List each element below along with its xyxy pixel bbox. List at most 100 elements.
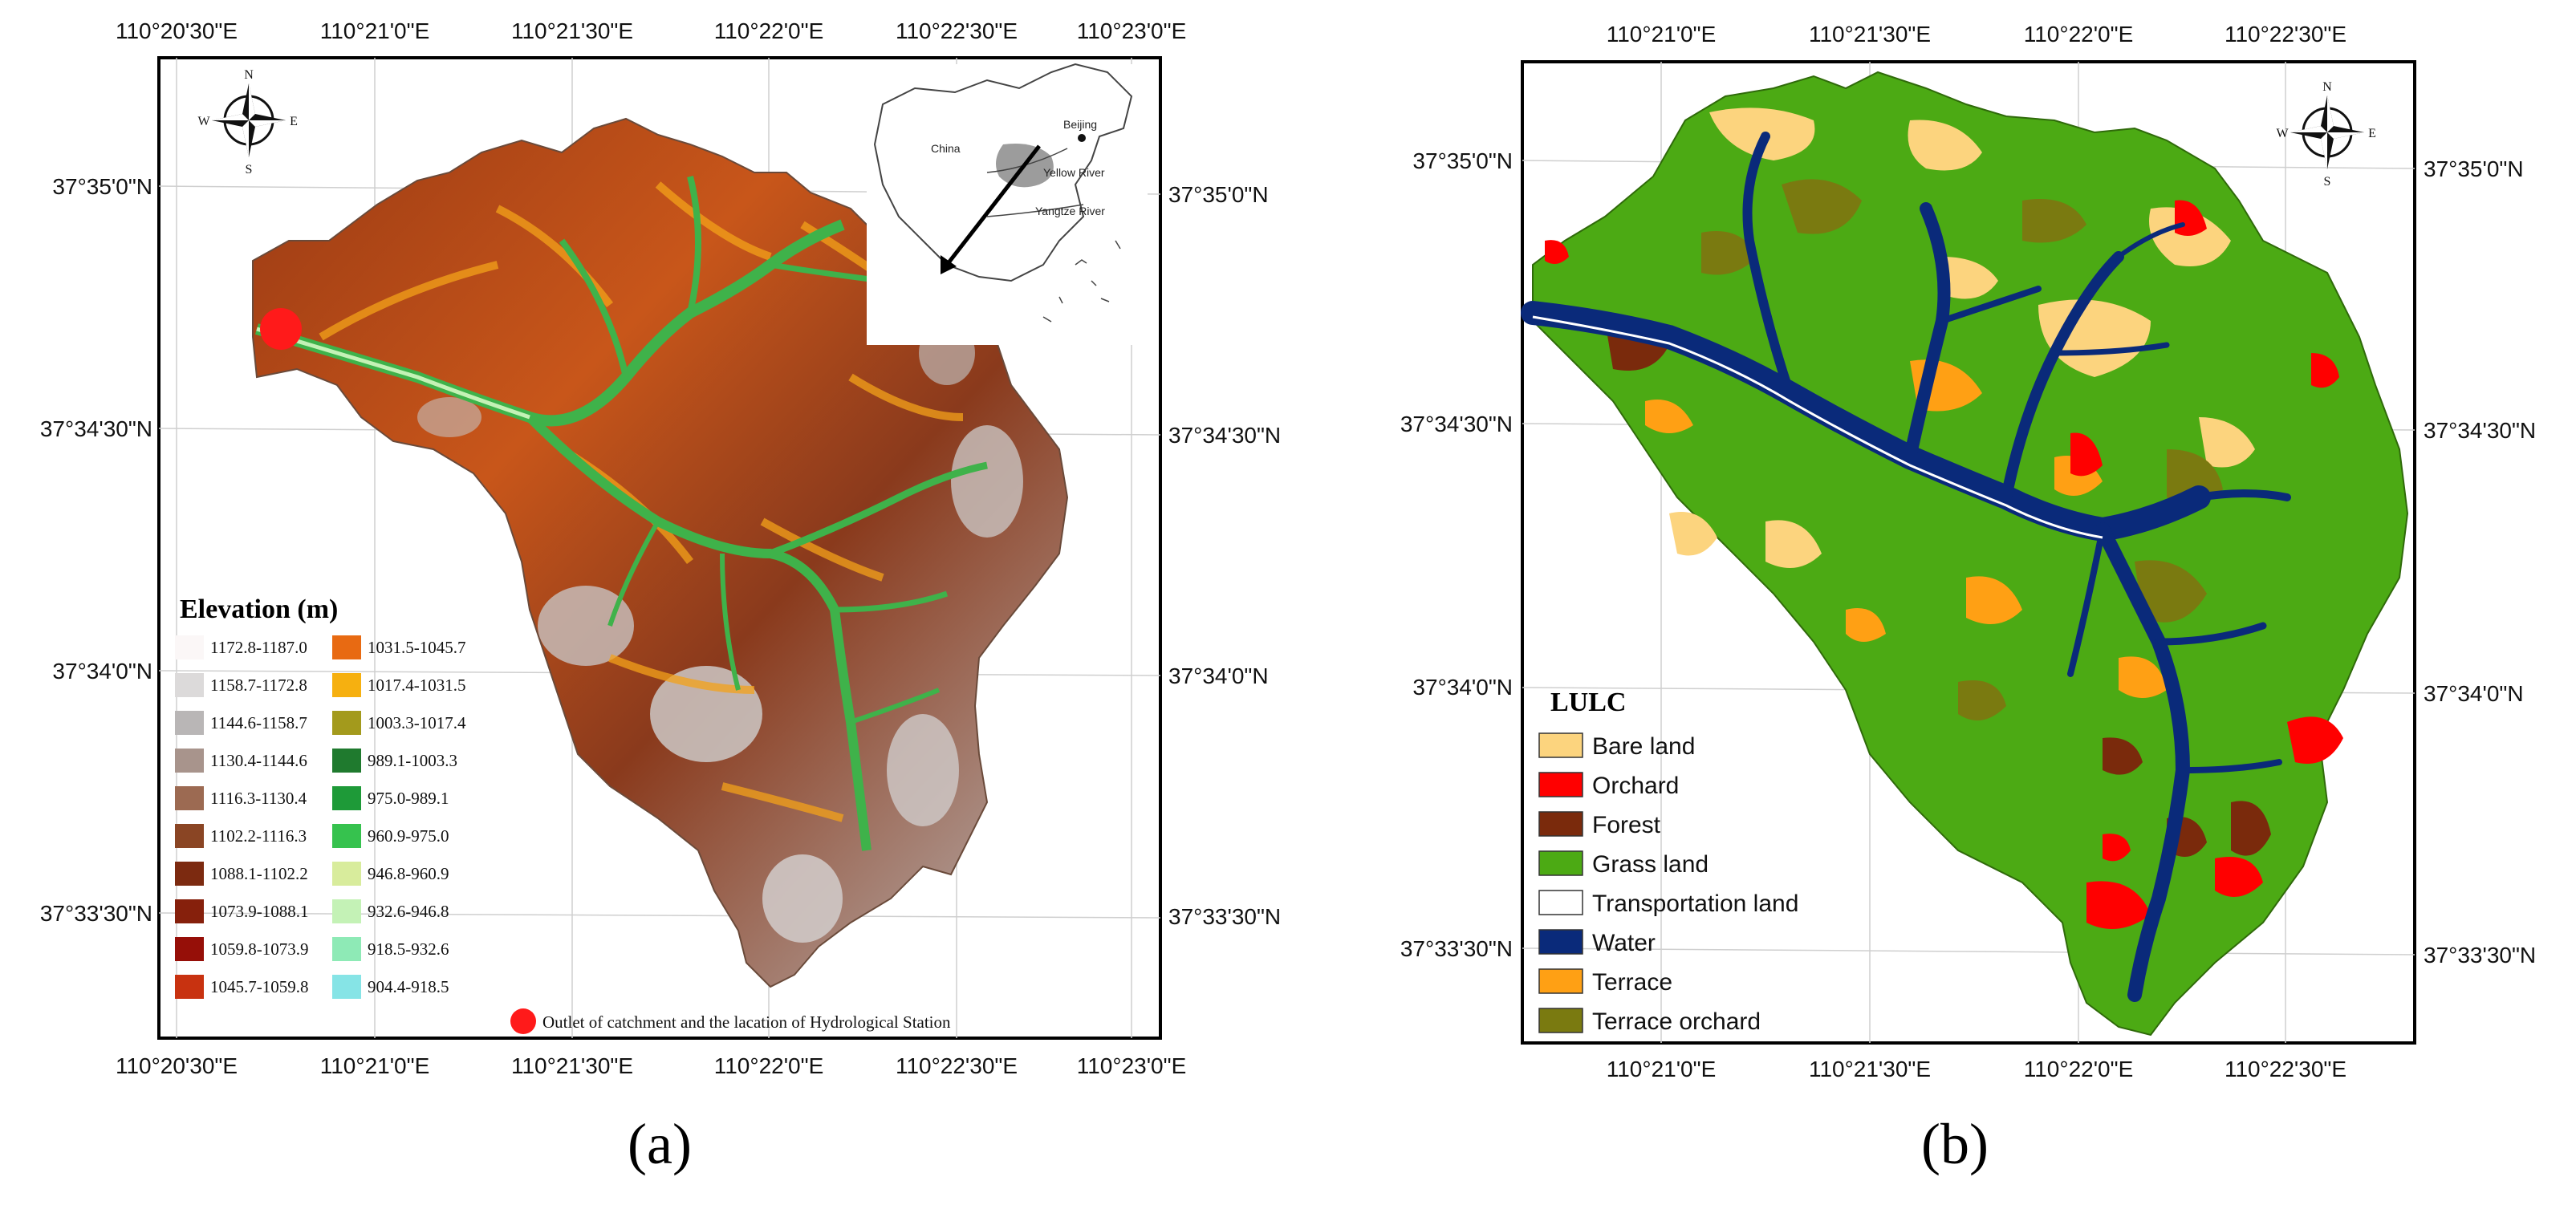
elevation-legend-label: 918.5-932.6 [368, 939, 449, 959]
lat-label: 37°34'30"N [2424, 418, 2536, 443]
lulc-legend-swatch [1538, 1008, 1583, 1033]
inset-yellow-river-label: Yellow River [1043, 166, 1105, 179]
lulc-legend-swatch [1538, 811, 1583, 837]
outlet-legend: Outlet of catchment and the lacation of … [510, 1008, 951, 1034]
lat-label: 37°34'0"N [1168, 663, 1269, 688]
elevation-legend-swatch [332, 899, 361, 923]
outlet-legend-marker [510, 1008, 536, 1034]
elevation-legend-swatch [332, 937, 361, 961]
elevation-legend-swatch [175, 711, 204, 735]
lon-label: 110°22'30"E [2225, 1057, 2346, 1081]
elevation-catchment [252, 117, 1069, 988]
elevation-legend-label: 1017.4-1031.5 [368, 676, 466, 695]
elevation-legend-label: 904.4-918.5 [368, 977, 449, 996]
elevation-legend-swatch [175, 899, 204, 923]
bottom-longitudes-a: 110°20'30"E 110°21'0"E 110°21'30"E 110°2… [116, 1053, 1186, 1078]
lulc-legend-label: Terrace [1592, 969, 1672, 996]
elevation-legend-swatch [332, 975, 361, 999]
elevation-legend-label: 1116.3-1130.4 [210, 789, 307, 808]
elevation-legend-swatch [332, 862, 361, 886]
lat-label: 37°34'0"N [52, 659, 152, 684]
panel-b-label: (b) [1921, 1112, 1989, 1176]
inset-china-label: China [931, 142, 961, 155]
lat-label: 37°35'0"N [52, 174, 152, 199]
elevation-legend-swatch [175, 635, 204, 659]
inset-yangtze-label: Yangtze River [1035, 205, 1105, 217]
lat-label: 37°34'30"N [1168, 423, 1281, 448]
elevation-legend-swatch [175, 749, 204, 773]
elevation-legend-label: 1144.6-1158.7 [210, 713, 307, 732]
panel-b: N S E W 110°21'0"E 110°21'30"E 110°22'0"… [1400, 22, 2536, 1176]
elevation-legend-label: 1102.2-1116.3 [210, 826, 307, 846]
elevation-legend-label: 989.1-1003.3 [368, 751, 457, 770]
lulc-legend-label: Water [1592, 930, 1656, 956]
compass-e-b: E [2368, 127, 2376, 140]
panel-a: N S E W China Beijing Yellow River Yangt… [40, 18, 1281, 1176]
lulc-legend-label: Forest [1592, 812, 1661, 838]
lat-label: 37°35'0"N [1412, 148, 1513, 173]
elevation-legend-label: 1045.7-1059.8 [210, 977, 309, 996]
outlet-legend-label: Outlet of catchment and the lacation of … [542, 1012, 951, 1032]
compass-n-a: N [244, 68, 254, 82]
lon-label: 110°22'30"E [896, 1053, 1018, 1078]
lon-label: 110°21'30"E [511, 18, 633, 43]
lon-label: 110°20'30"E [116, 1053, 238, 1078]
lat-label: 37°33'30"N [40, 901, 152, 926]
lat-label: 37°35'0"N [2424, 156, 2524, 181]
elevation-legend-swatch [175, 862, 204, 886]
compass-icon-b: N S E W [2276, 80, 2375, 189]
lat-label: 37°33'30"N [1400, 936, 1513, 961]
lon-label: 110°21'30"E [1809, 22, 1931, 47]
lon-label: 110°22'0"E [2024, 1057, 2134, 1081]
lat-label: 37°34'30"N [40, 416, 152, 441]
elevation-legend-label: 1158.7-1172.8 [210, 676, 307, 695]
inset-china-map: China Beijing Yellow River Yangtze River [867, 63, 1148, 345]
lon-label: 110°21'0"E [1607, 22, 1717, 47]
elevation-legend-label: 1059.8-1073.9 [210, 939, 309, 959]
lon-label: 110°21'30"E [511, 1053, 633, 1078]
lulc-legend-swatch [1538, 929, 1583, 955]
elevation-legend-label: 960.9-975.0 [368, 826, 449, 846]
inset-beijing-label: Beijing [1063, 118, 1097, 131]
right-latitudes-b: 37°35'0"N 37°34'30"N 37°34'0"N 37°33'30"… [2424, 156, 2536, 968]
compass-w-a: W [197, 115, 210, 128]
lat-label: 37°33'30"N [2424, 943, 2536, 968]
lon-label: 110°22'30"E [2225, 22, 2346, 47]
top-longitudes-a: 110°20'30"E 110°21'0"E 110°21'30"E 110°2… [116, 18, 1186, 43]
lulc-legend-label: Transportation land [1592, 891, 1798, 917]
lon-label: 110°23'0"E [1077, 18, 1187, 43]
right-latitudes-a: 37°35'0"N 37°34'30"N 37°34'0"N 37°33'30"… [1168, 182, 1281, 929]
elevation-legend-label: 975.0-989.1 [368, 789, 449, 808]
lulc-legend-label: Terrace orchard [1592, 1008, 1761, 1035]
lon-label: 110°21'0"E [1607, 1057, 1717, 1081]
lon-label: 110°20'30"E [116, 18, 238, 43]
elevation-legend-swatch [175, 786, 204, 810]
elevation-legend-swatch [175, 975, 204, 999]
lon-label: 110°23'0"E [1077, 1053, 1187, 1078]
elevation-legend-swatch [332, 786, 361, 810]
outlet-marker [260, 308, 302, 350]
lulc-legend-label: Orchard [1592, 773, 1679, 799]
compass-n-b: N [2322, 80, 2332, 94]
elevation-legend-swatch [332, 673, 361, 697]
lulc-legend-swatch [1538, 968, 1583, 994]
lulc-legend-label: Bare land [1592, 733, 1695, 760]
elevation-legend-title: Elevation (m) [180, 594, 338, 624]
compass-e-a: E [290, 115, 298, 128]
elevation-legend-label: 1172.8-1187.0 [210, 638, 307, 657]
elevation-legend-swatch [332, 635, 361, 659]
lat-label: 37°34'30"N [1400, 412, 1513, 436]
lulc-legend-title: LULC [1550, 688, 1626, 717]
compass-s-b: S [2324, 175, 2331, 189]
compass-icon-a: N S E W [197, 68, 297, 176]
lulc-legend-swatch [1538, 732, 1583, 758]
lat-label: 37°34'0"N [2424, 681, 2524, 706]
elevation-legend-swatch [175, 824, 204, 848]
lat-label: 37°33'30"N [1168, 904, 1281, 929]
left-latitudes-b: 37°35'0"N 37°34'30"N 37°34'0"N 37°33'30"… [1400, 148, 1513, 961]
bottom-longitudes-b: 110°21'0"E 110°21'30"E 110°22'0"E 110°22… [1607, 1057, 2346, 1081]
elevation-legend-swatch [332, 749, 361, 773]
elevation-legend-label: 932.6-946.8 [368, 902, 449, 921]
lulc-legend-swatch [1538, 850, 1583, 876]
